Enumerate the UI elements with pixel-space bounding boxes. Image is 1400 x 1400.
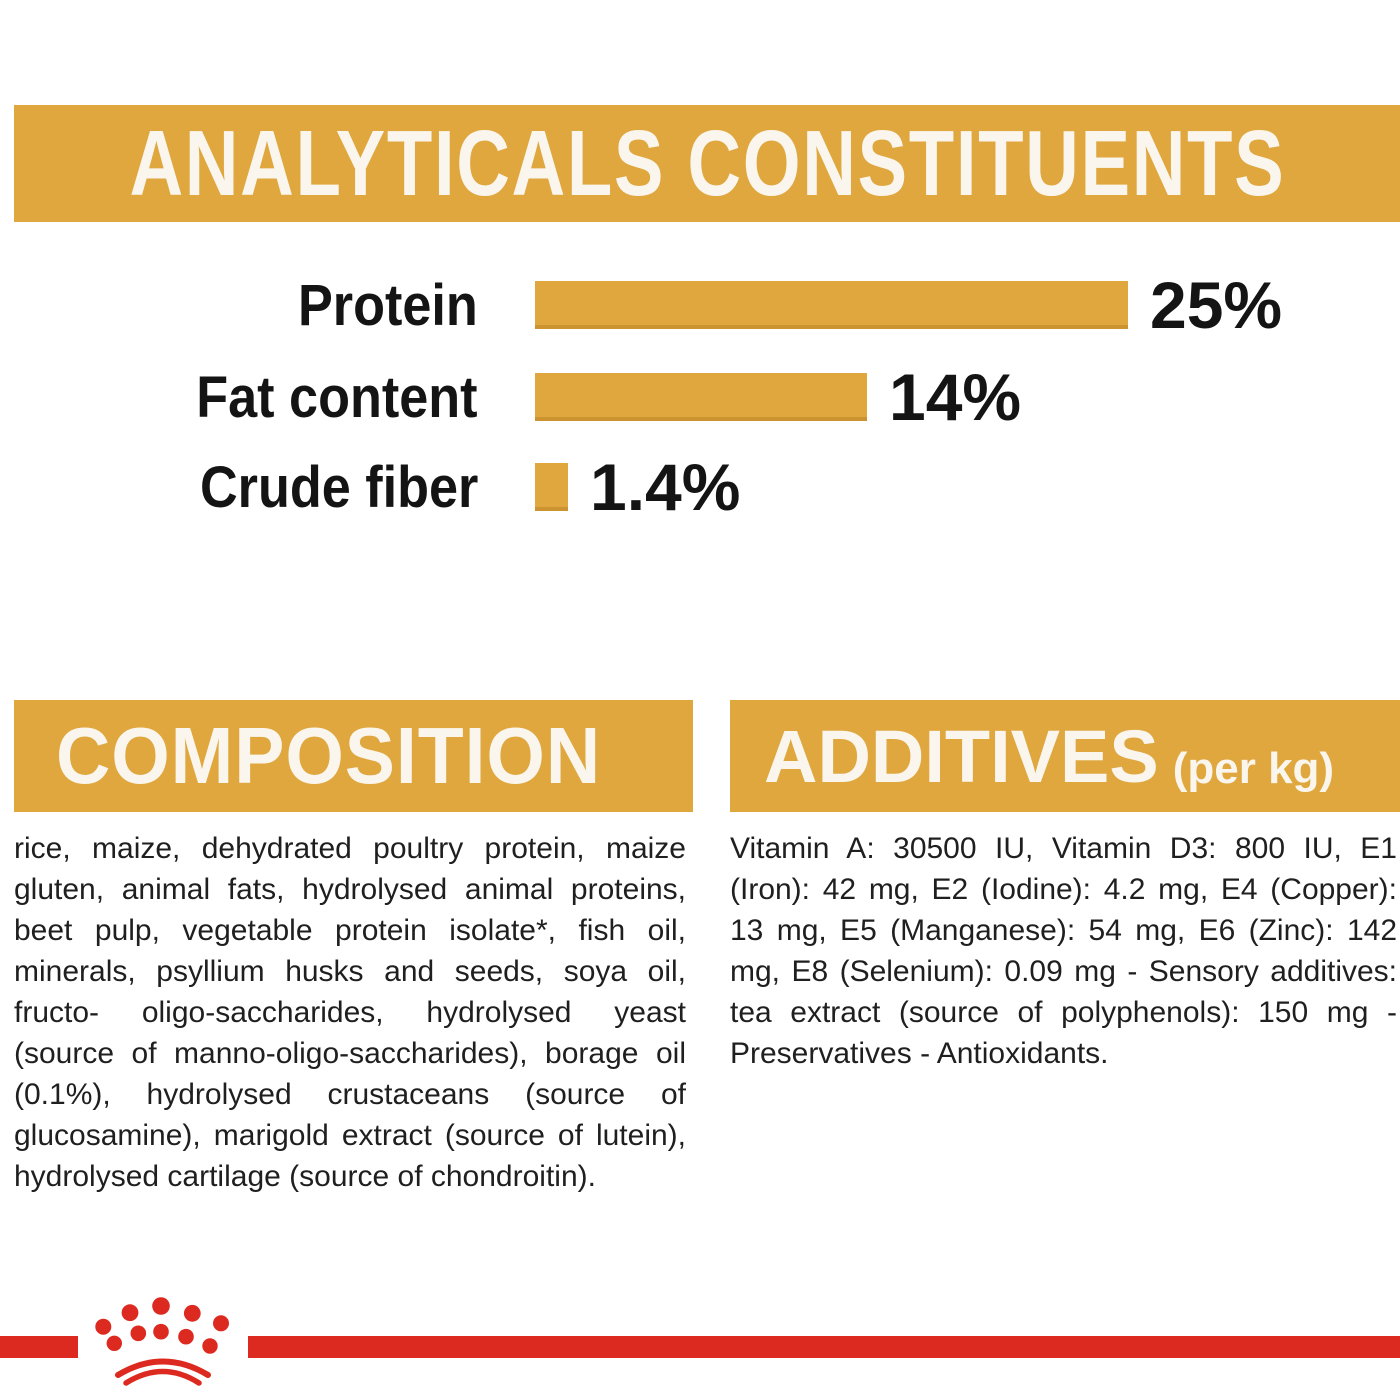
chart-value-label: 25%: [1150, 268, 1283, 342]
chart-bar: [535, 281, 1128, 329]
additives-unit: (per kg): [1172, 744, 1335, 793]
royal-canin-crown-logo: [95, 1297, 229, 1386]
additives-text: Vitamin A: 30500 IU, Vitamin D3: 800 IU,…: [730, 832, 1397, 1070]
chart-bar: [535, 373, 867, 421]
chart-row: Crude fiber 1.4%: [0, 450, 741, 524]
analyticals-title: ANALYTICALS CONSTITUENTS: [129, 111, 1285, 215]
analytical-constituents-chart: Protein 25% Fat content 14% Crude fiber 1.4%: [0, 0, 1400, 560]
chart-category-label: Crude fiber: [199, 454, 478, 520]
brand-stripe: [0, 1336, 1400, 1358]
chart-value-label: 1.4%: [590, 450, 741, 524]
composition-banner: COMPOSITION: [14, 700, 693, 812]
chart-bar: [535, 463, 568, 511]
chart-category-label: Fat content: [196, 364, 478, 430]
composition-text: rice, maize, dehydrated poultry protein,…: [14, 832, 686, 1193]
chart-category-label: Protein: [298, 272, 478, 338]
chart-row: Fat content 14%: [0, 360, 1021, 434]
additives-title: ADDITIVES: [764, 714, 1159, 798]
chart-value-label: 14%: [889, 360, 1022, 434]
analyticals-banner: ANALYTICALS CONSTITUENTS: [14, 105, 1400, 222]
chart-row: Protein 25%: [0, 268, 1282, 342]
additives-banner: ADDITIVES (per kg): [730, 700, 1400, 812]
composition-title: COMPOSITION: [56, 711, 602, 800]
